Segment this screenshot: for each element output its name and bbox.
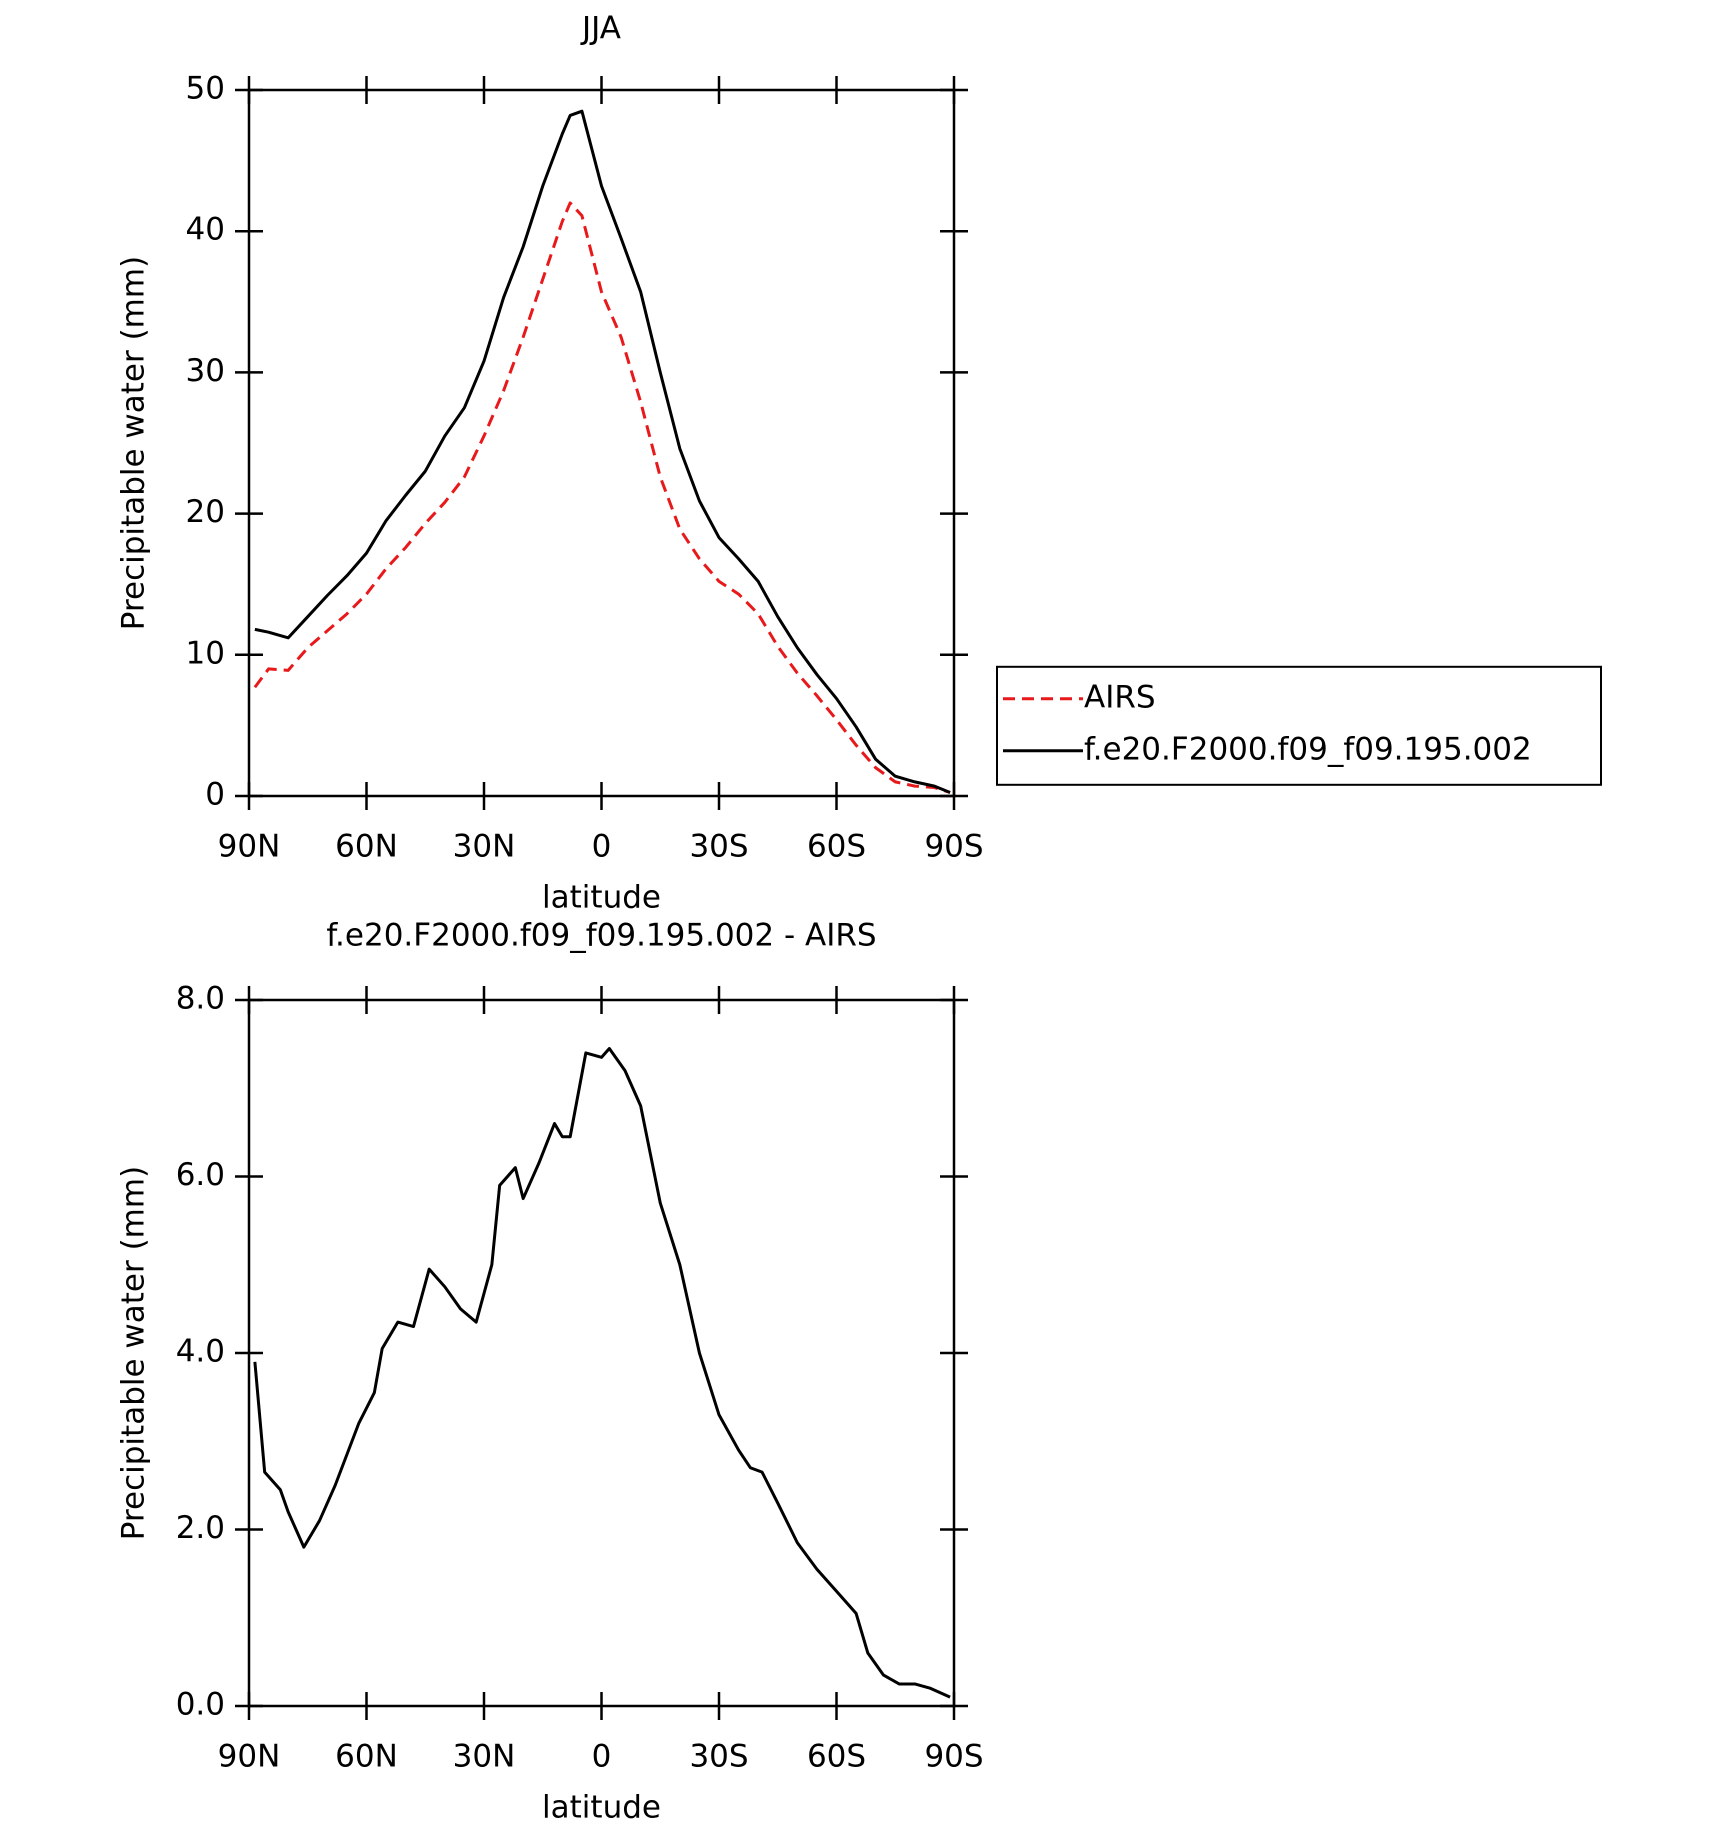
legend-label: AIRS [1084, 679, 1156, 715]
x-tick-label: 90N [218, 829, 281, 865]
y-tick-label: 50 [186, 71, 225, 107]
chart-title: f.e20.F2000.f09_f09.195.002 - AIRS [326, 918, 876, 954]
y-tick-label: 40 [186, 212, 225, 248]
x-tick-label: 30S [689, 1739, 748, 1775]
plot-frame [247, 88, 956, 798]
x-tick-label: 30N [453, 1739, 516, 1775]
y-tick-label: 0 [205, 777, 225, 813]
y-axis-label: Precipitable water (mm) [116, 1166, 152, 1540]
y-tick-label: 4.0 [176, 1334, 225, 1370]
x-tick-label: 90S [924, 1739, 983, 1775]
chart-title: JJA [580, 11, 621, 47]
plot-frame [247, 998, 956, 1708]
y-tick-label: 10 [186, 635, 225, 671]
y-tick-label: 2.0 [176, 1510, 225, 1546]
x-tick-label: 90N [218, 1739, 281, 1775]
data-line [254, 109, 951, 794]
data-line [253, 1047, 951, 1699]
x-tick-label: 60N [335, 1739, 398, 1775]
y-tick-label: 6.0 [176, 1157, 225, 1193]
x-tick-label: 90S [924, 829, 983, 865]
x-tick-label: 60S [807, 829, 866, 865]
x-tick-label: 30N [453, 829, 516, 865]
data-line [253, 201, 951, 794]
y-tick-label: 20 [186, 494, 225, 530]
x-tick-label: 0 [592, 1739, 612, 1775]
x-axis-label: latitude [542, 1790, 661, 1826]
y-axis-label: Precipitable water (mm) [116, 256, 152, 630]
x-tick-label: 30S [689, 829, 748, 865]
x-tick-label: 60N [335, 829, 398, 865]
x-axis-label: latitude [542, 880, 661, 916]
legend-box [996, 665, 1602, 786]
x-tick-label: 0 [592, 829, 612, 865]
y-tick-label: 8.0 [176, 981, 225, 1017]
y-tick-label: 0.0 [176, 1687, 225, 1723]
y-tick-label: 30 [186, 353, 225, 389]
legend-label: f.e20.F2000.f09_f09.195.002 [1084, 731, 1532, 767]
x-tick-label: 60S [807, 1739, 866, 1775]
